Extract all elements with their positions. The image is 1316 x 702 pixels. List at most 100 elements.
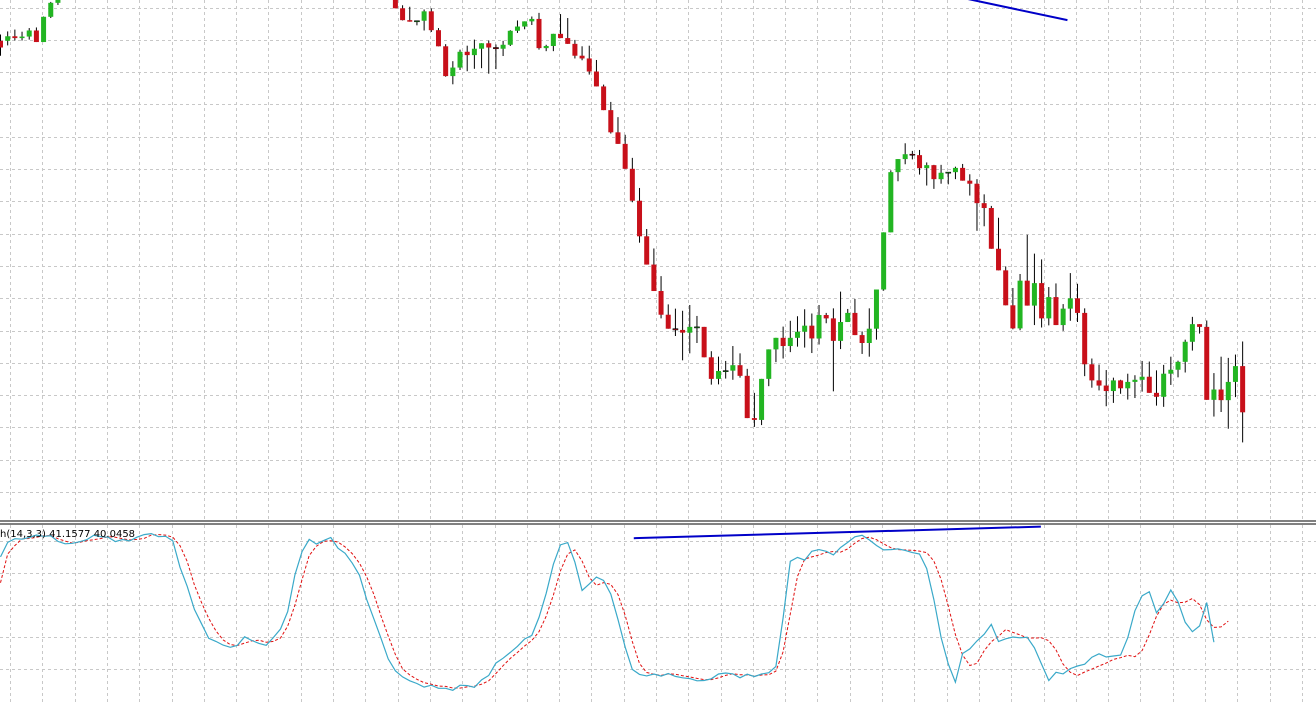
bearish-candle-body [917, 155, 923, 169]
indicator-label: h(14,3,3) 41.1577 40.0458 [0, 529, 135, 540]
bearish-candle-body [1146, 376, 1152, 393]
bearish-candle-body [428, 11, 434, 31]
bearish-candle-body [974, 183, 980, 204]
candle [1211, 373, 1217, 417]
candle [479, 43, 485, 69]
bearish-candle-body [751, 418, 757, 420]
candle [751, 392, 757, 427]
candle [392, 0, 398, 9]
candle [1225, 357, 1231, 429]
candle [665, 304, 671, 329]
bullish-candle-body [414, 20, 420, 23]
candle [558, 14, 564, 39]
candle [529, 16, 535, 26]
bearish-candle-body [1153, 392, 1159, 397]
bullish-candle-body [1067, 298, 1073, 309]
bearish-candle-body [809, 325, 815, 339]
bullish-candle-body [529, 18, 535, 22]
price-trendline[interactable] [671, 0, 1068, 22]
candle [586, 45, 592, 75]
candle [1132, 375, 1138, 399]
candle [838, 291, 844, 350]
candle [1189, 316, 1195, 351]
bearish-candle-body [608, 110, 614, 133]
bearish-candle-body [1240, 366, 1246, 413]
candle [938, 164, 944, 184]
candle [1010, 287, 1016, 330]
candle [12, 29, 18, 41]
candle [873, 289, 879, 340]
candle [1168, 356, 1174, 385]
candle [902, 143, 908, 165]
candle [1153, 370, 1159, 406]
candle [572, 39, 578, 59]
bearish-candle-body [1053, 297, 1059, 326]
bullish-candle-body [1110, 380, 1116, 392]
candle [694, 315, 700, 343]
bearish-candle-body [493, 47, 499, 50]
bearish-candle-body [1096, 380, 1102, 386]
bearish-candle-body [665, 314, 671, 329]
bearish-candle-body [572, 43, 578, 56]
bearish-candle-body [701, 326, 707, 358]
candle [1089, 358, 1095, 388]
candle [823, 312, 829, 324]
candle [450, 61, 456, 85]
bearish-candle-body [780, 337, 786, 347]
bullish-candle-body [26, 30, 32, 37]
candle [802, 309, 808, 348]
candle [464, 45, 470, 72]
bullish-candle-body [845, 312, 851, 323]
candle [1039, 259, 1045, 328]
bullish-candle-body [19, 36, 25, 39]
bullish-candle-body [881, 232, 887, 290]
bullish-candle-body [766, 349, 772, 379]
bearish-candle-body [859, 335, 865, 343]
candle [443, 44, 449, 77]
bearish-candle-body [1089, 364, 1095, 381]
bearish-candle-body [1082, 312, 1088, 365]
bullish-candle-body [787, 337, 793, 347]
candle [19, 31, 25, 41]
bullish-candle-body [1046, 297, 1052, 319]
candle [917, 149, 923, 175]
candle [565, 18, 571, 44]
candle [787, 320, 793, 353]
indicator-trendline[interactable] [633, 525, 1041, 540]
candle [737, 353, 743, 378]
bearish-candle-body [407, 20, 413, 22]
candle [931, 164, 937, 189]
candle [830, 308, 836, 392]
bullish-candle-body [514, 26, 520, 31]
bearish-candle-body [629, 168, 635, 201]
candle [421, 9, 427, 31]
bullish-candle-body [1125, 381, 1131, 389]
bullish-candle-body [550, 33, 556, 46]
candle [716, 356, 721, 385]
candle [1182, 339, 1188, 373]
bullish-candle-body [902, 154, 908, 160]
candle [1240, 341, 1246, 443]
bearish-candle-body [651, 264, 657, 292]
bearish-candle-body [931, 165, 937, 180]
bullish-candle-body [895, 159, 901, 173]
candle [780, 326, 786, 359]
indicator-name: h(14,3,3) [0, 529, 46, 540]
candle [428, 8, 434, 33]
bullish-candle-body [457, 51, 463, 68]
bearish-candle-body [981, 203, 987, 209]
candle [1218, 356, 1224, 413]
bearish-candle-body [708, 357, 714, 379]
candle [407, 6, 413, 22]
bearish-candle-body [1118, 380, 1124, 389]
candlestick-series [0, 0, 1246, 443]
bearish-candle-body [536, 18, 542, 49]
bearish-candle-body [680, 329, 686, 333]
bearish-candle-body [622, 143, 628, 169]
candle [888, 170, 894, 233]
candle [0, 34, 3, 56]
candle [522, 21, 528, 30]
bearish-candle-body [644, 236, 650, 265]
price-pane-grid [0, 0, 1316, 520]
candle [1082, 308, 1088, 377]
